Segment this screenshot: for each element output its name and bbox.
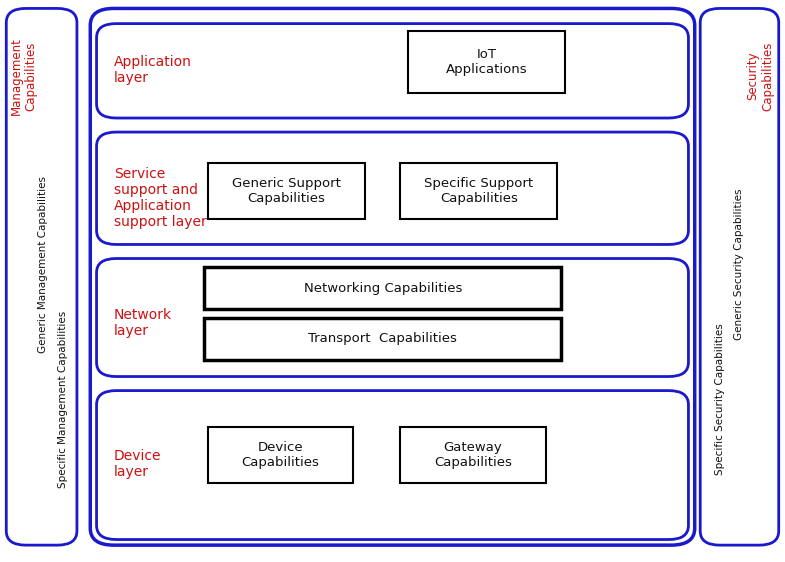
FancyBboxPatch shape	[208, 163, 365, 219]
FancyBboxPatch shape	[400, 163, 557, 219]
FancyBboxPatch shape	[208, 427, 353, 483]
Text: Specific Support
Capabilities: Specific Support Capabilities	[424, 177, 534, 205]
FancyBboxPatch shape	[97, 24, 688, 118]
FancyBboxPatch shape	[408, 31, 565, 93]
Text: Generic Support
Capabilities: Generic Support Capabilities	[232, 177, 341, 205]
FancyBboxPatch shape	[400, 427, 546, 483]
Text: Security
Capabilities: Security Capabilities	[746, 41, 774, 111]
Text: Gateway
Capabilities: Gateway Capabilities	[434, 441, 512, 469]
Text: Service
support and
Application
support layer: Service support and Application support …	[114, 166, 206, 229]
Text: Transport  Capabilities: Transport Capabilities	[309, 332, 457, 345]
Text: Networking Capabilities: Networking Capabilities	[304, 282, 462, 294]
FancyBboxPatch shape	[204, 318, 561, 360]
FancyBboxPatch shape	[700, 8, 779, 545]
Text: Generic Security Capabilities: Generic Security Capabilities	[735, 188, 744, 340]
FancyBboxPatch shape	[97, 391, 688, 540]
FancyBboxPatch shape	[204, 267, 561, 309]
Text: Management
Capabilities: Management Capabilities	[9, 37, 38, 115]
Text: Specific Management Capabilities: Specific Management Capabilities	[58, 310, 68, 488]
FancyBboxPatch shape	[97, 259, 688, 377]
FancyBboxPatch shape	[6, 8, 77, 545]
Text: IoT
Applications: IoT Applications	[446, 48, 528, 76]
Text: Generic Management Capabilities: Generic Management Capabilities	[38, 176, 48, 352]
Text: Specific Security Capabilities: Specific Security Capabilities	[715, 323, 725, 475]
Text: Device
Capabilities: Device Capabilities	[242, 441, 319, 469]
Text: Application
layer: Application layer	[114, 55, 192, 85]
FancyBboxPatch shape	[97, 132, 688, 244]
FancyBboxPatch shape	[90, 8, 695, 545]
Text: Device
layer: Device layer	[114, 448, 162, 479]
Text: Network
layer: Network layer	[114, 308, 172, 338]
